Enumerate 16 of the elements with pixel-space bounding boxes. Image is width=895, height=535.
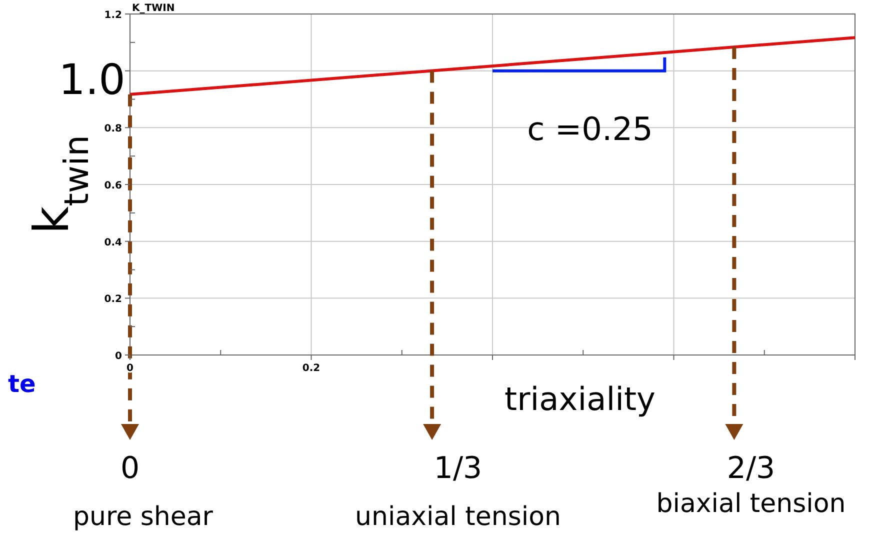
text: biaxial tension <box>656 489 846 519</box>
y-tick-label: 0.8 <box>104 124 122 135</box>
y-tick-label: 0.4 <box>104 237 122 248</box>
text: 2/3 <box>726 451 776 486</box>
y-tick-label: 0 <box>115 351 122 362</box>
y-tick-label: 0.6 <box>104 180 122 192</box>
text: 1/3 <box>434 451 482 486</box>
text: uniaxial tension <box>355 502 561 532</box>
text: te <box>8 370 36 398</box>
chart-title: K_TWIN <box>132 3 175 14</box>
text: 1.0 <box>58 55 126 104</box>
text: pure shear <box>72 502 214 532</box>
y-tick-label: 0.2 <box>104 294 122 306</box>
y-tick-label: 1.2 <box>104 10 122 21</box>
annotation: c =0.25 <box>527 110 653 148</box>
x-axis-title: triaxiality <box>504 380 656 418</box>
